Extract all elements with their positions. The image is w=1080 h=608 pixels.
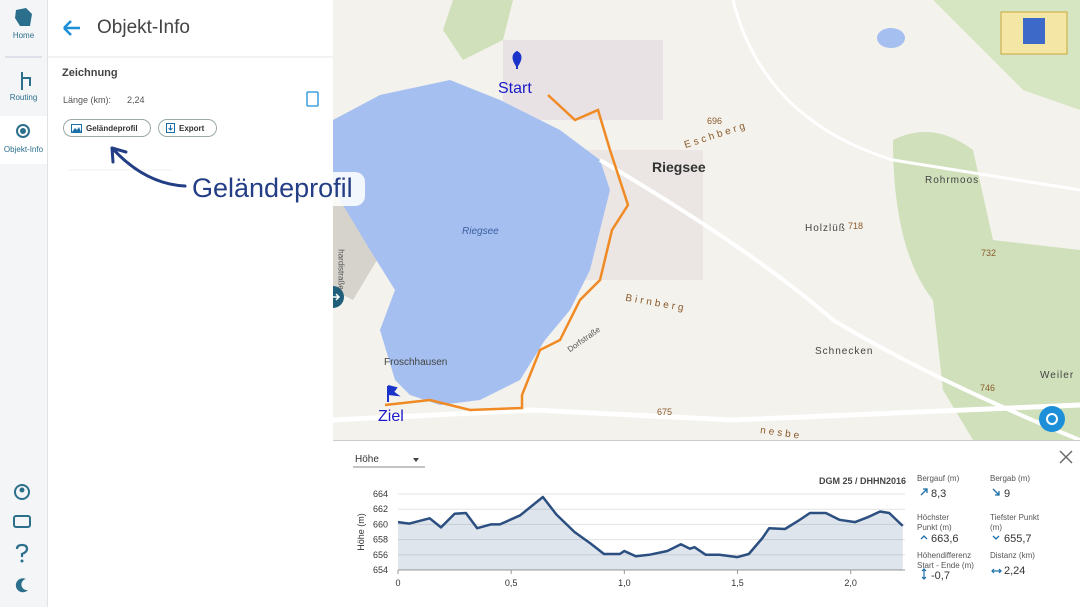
icon	[166, 123, 175, 133]
place-label: Weiler	[1040, 370, 1075, 381]
x-tick-label: 0,5	[505, 578, 518, 588]
stat-value: 2,24	[1004, 565, 1026, 577]
y-axis-title: Höhe (m)	[356, 513, 366, 551]
elevation-label: 732	[981, 248, 997, 258]
stat-label: Höhendifferenz Start - Ende (m)	[917, 551, 974, 570]
elevation-label: 718	[848, 221, 864, 231]
goal-label: Ziel	[378, 408, 404, 425]
stat-value: 8,3	[931, 488, 947, 500]
stat-label: Bergab (m)	[990, 474, 1031, 483]
nav-routing[interactable]: Routing	[9, 93, 38, 102]
stat-value: 655,7	[1004, 533, 1032, 545]
x-tick-label: 1,5	[731, 578, 744, 588]
elevation-label: 675	[657, 407, 673, 417]
place-label: Holzlüß	[805, 223, 846, 234]
sidebar-icons	[0, 8, 47, 593]
nav-objekt-info[interactable]: Objekt-Info	[3, 145, 44, 154]
close-button[interactable]	[1059, 450, 1073, 464]
stat-label: Tiefster Punkt (m)	[990, 513, 1040, 532]
length-label: Länge (km):	[63, 95, 112, 105]
y-tick-label: 654	[373, 565, 388, 575]
y-tick-label: 664	[373, 489, 388, 499]
place-label: Rohrmoos	[925, 175, 980, 186]
dropdown[interactable]: Höhe	[355, 454, 379, 465]
nav-home[interactable]: Home	[12, 31, 35, 40]
terrain-profile-button[interactable]: Geländeprofil	[63, 119, 151, 137]
stat-label: Höchster Punkt (m)	[917, 513, 952, 532]
stat-value: -0,7	[931, 570, 950, 582]
panel-graphics	[48, 20, 333, 171]
stat-label: Distanz (km)	[990, 551, 1035, 560]
place-label: Schnecken	[815, 346, 874, 357]
y-tick-label: 662	[373, 504, 388, 514]
elevation-label: 746	[980, 383, 996, 393]
panel-title: Objekt-Info	[97, 17, 190, 38]
y-tick-label: 660	[373, 519, 388, 529]
lake-label: Riegsee	[462, 226, 499, 237]
x-tick-label: 1,0	[618, 578, 631, 588]
annotation: Geländeprofil	[192, 173, 353, 203]
data-source: DGM 25 / DHHN2016	[819, 476, 906, 486]
annotation-arrow	[110, 146, 365, 206]
x-tick-label: 0	[395, 578, 400, 588]
town-label: Riegsee	[652, 159, 706, 175]
icon	[71, 123, 82, 133]
elevation-line	[397, 495, 904, 559]
map-graphics	[333, 0, 1080, 440]
y-tick-label: 656	[373, 550, 388, 560]
stat-label: Bergauf (m)	[917, 474, 960, 483]
map[interactable]: Start Ziel Riegsee Riegsee Eschberg 696 …	[333, 0, 1080, 440]
elevation-chart: DGM 25 / DHHN2016 654 656 658 660 662 664 0 0,5…	[353, 450, 1073, 588]
stat-value: 663,6	[931, 533, 959, 545]
elevation-label: 696	[707, 116, 723, 126]
export-button[interactable]: Export	[158, 119, 217, 137]
street-label: hardistraße	[336, 249, 346, 290]
length-value: 2,24	[127, 95, 145, 105]
area-fill	[398, 497, 903, 570]
back-arrow[interactable]	[63, 20, 80, 36]
profile-panel: Höhe DGM 25 / DHHN2016 654 656 658 660 662 66…	[333, 440, 1080, 608]
info-panel: Objekt-Info Zeichnung Länge (km): 2,24 G…	[48, 0, 334, 607]
route	[384, 94, 630, 412]
stat-value: 9	[1004, 488, 1011, 500]
start-label: Start	[498, 80, 532, 97]
button-label: Geländeprofil	[86, 123, 138, 133]
y-tick-label: 658	[373, 535, 388, 545]
x-tick-label: 2,0	[844, 578, 857, 588]
button-label: Export	[179, 123, 205, 133]
sidebar: Home Routing Objekt-Info	[0, 0, 48, 607]
section-title: Zeichnung	[62, 67, 118, 79]
place-label: Froschhausen	[384, 357, 448, 368]
